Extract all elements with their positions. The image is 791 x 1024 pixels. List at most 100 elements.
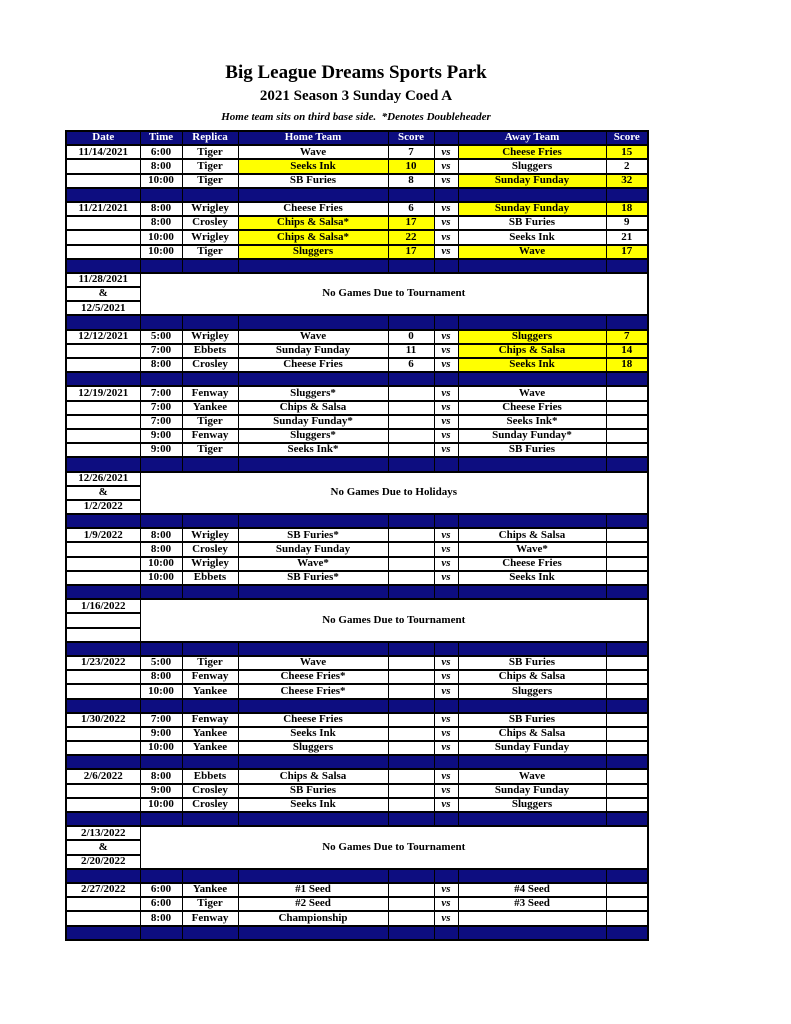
away-score-cell (605, 796, 649, 814)
game-row: 2/27/2022 6:00 Yankee #1 Seed vs #4 Seed (65, 881, 649, 899)
time-cell: 8:00 (139, 669, 183, 686)
vs-cell: vs (433, 215, 459, 232)
date-cell (65, 399, 141, 416)
away-team-cell: Chips & Salsa (457, 527, 607, 544)
separator-cell (387, 583, 435, 601)
replica-cell: Crosley (181, 356, 239, 374)
time-cell: 8:00 (139, 910, 183, 927)
home-team-cell: Sunday Funday (237, 541, 389, 558)
notice-row: & (65, 839, 648, 856)
vs-cell: vs (433, 541, 459, 558)
column-header-home-team: Home Team (237, 129, 389, 147)
date-cell (65, 243, 141, 260)
time-cell: 10:00 (139, 796, 183, 814)
separator-cell (139, 867, 183, 884)
vs-cell: vs (433, 427, 459, 445)
separator-cell (181, 583, 239, 601)
separator-cell (605, 257, 649, 274)
notice-row: & (65, 286, 648, 303)
separator-cell (65, 456, 141, 473)
date-cell (65, 442, 141, 459)
home-score-cell: 7 (387, 144, 435, 161)
away-team-cell: SB Furies (457, 654, 607, 672)
separator-cell (237, 810, 389, 828)
separator-cell (605, 867, 649, 884)
date-cell (65, 342, 141, 360)
time-cell: 10:00 (139, 569, 183, 587)
schedule-table: Date Time Replica Home Team Score Away T… (65, 129, 649, 941)
replica-cell: Wrigley (181, 328, 239, 345)
separator-cell (237, 640, 389, 657)
vs-cell: vs (433, 442, 459, 459)
separator-cell (387, 754, 435, 771)
separator-row (65, 924, 649, 941)
home-score-cell (387, 569, 435, 587)
away-team-cell: Cheese Fries (457, 144, 607, 161)
vs-cell: vs (433, 782, 459, 799)
separator-cell (387, 924, 435, 941)
vs-cell: vs (433, 654, 459, 672)
notice-date-cell: 11/28/2021 (65, 271, 141, 289)
column-header-away-score: Score (605, 129, 649, 147)
date-cell (65, 725, 141, 743)
home-team-cell: Sluggers (237, 243, 389, 260)
replica-cell: Wrigley (181, 555, 239, 572)
home-team-cell: Championship (237, 910, 389, 927)
separator-cell (139, 697, 183, 714)
home-score-cell (387, 768, 435, 785)
separator-row (65, 456, 649, 473)
home-team-cell: Sunday Funday (237, 342, 389, 360)
time-cell: 8:00 (139, 215, 183, 232)
notice-date-cell: 1/2/2022 (65, 498, 141, 516)
away-team-cell: SB Furies (457, 711, 607, 728)
separator-cell (181, 697, 239, 714)
away-score-cell (605, 711, 649, 728)
away-score-cell (605, 740, 649, 757)
away-score-cell: 14 (605, 342, 649, 360)
notice-row: 12/26/2021 No Games Due to Holidays (65, 470, 649, 516)
away-score-cell: 21 (605, 229, 649, 246)
separator-cell (139, 314, 183, 331)
separator-cell (237, 924, 389, 941)
game-row: 10:00 Wrigley Chips & Salsa* 22 vs Seeks Ink 2… (65, 229, 649, 246)
separator-cell (605, 371, 649, 388)
home-team-cell: #1 Seed (237, 881, 389, 899)
time-cell: 9:00 (139, 427, 183, 445)
time-cell: 8:00 (139, 541, 183, 558)
away-score-cell (605, 413, 649, 430)
home-team-cell: Chips & Salsa* (237, 215, 389, 232)
vs-cell: vs (433, 413, 459, 430)
separator-cell (65, 810, 141, 828)
date-cell (65, 541, 141, 558)
separator-cell (237, 257, 389, 274)
away-score-cell: 17 (605, 243, 649, 260)
game-row: 9:00 Tiger Seeks Ink* vs SB Furies (65, 442, 649, 459)
separator-cell (181, 371, 239, 388)
away-team-cell: Wave (457, 385, 607, 402)
home-team-cell: Wave (237, 144, 389, 161)
season-subtitle: 2021 Season 3 Sunday Coed A (259, 88, 453, 104)
replica-cell: Wrigley (181, 200, 239, 218)
game-row: 12/12/2021 5:00 Wrigley Wave 0 vs Sluggers 7 (65, 328, 649, 345)
home-team-cell: Cheese Fries (237, 356, 389, 374)
home-team-cell: Sunday Funday* (237, 413, 389, 430)
game-row: 10:00 Tiger SB Furies 8 vs Sunday Funday 32 (65, 172, 649, 189)
game-row: 10:00 Tiger Sluggers 17 vs Wave 17 (65, 243, 649, 260)
legend-note: Home team sits on third base side. *Deno… (221, 111, 491, 123)
game-row: 8:00 Fenway Cheese Fries* vs Chips & Salsa (65, 669, 649, 686)
separator-cell (237, 583, 389, 601)
home-score-cell (387, 399, 435, 416)
away-team-cell: Chips & Salsa (457, 725, 607, 743)
date-cell: 12/19/2021 (65, 385, 141, 402)
separator-cell (605, 640, 649, 657)
notice-row: 12/5/2021 (65, 300, 648, 317)
separator-cell (457, 257, 607, 274)
game-row: 9:00 Fenway Sluggers* vs Sunday Funday* (65, 427, 649, 445)
date-cell (65, 229, 141, 246)
home-team-cell: Seeks Ink (237, 796, 389, 814)
home-score-cell (387, 442, 435, 459)
away-team-cell: Cheese Fries (457, 555, 607, 572)
vs-cell: vs (433, 896, 459, 913)
time-cell: 7:00 (139, 342, 183, 360)
away-score-cell (605, 669, 649, 686)
